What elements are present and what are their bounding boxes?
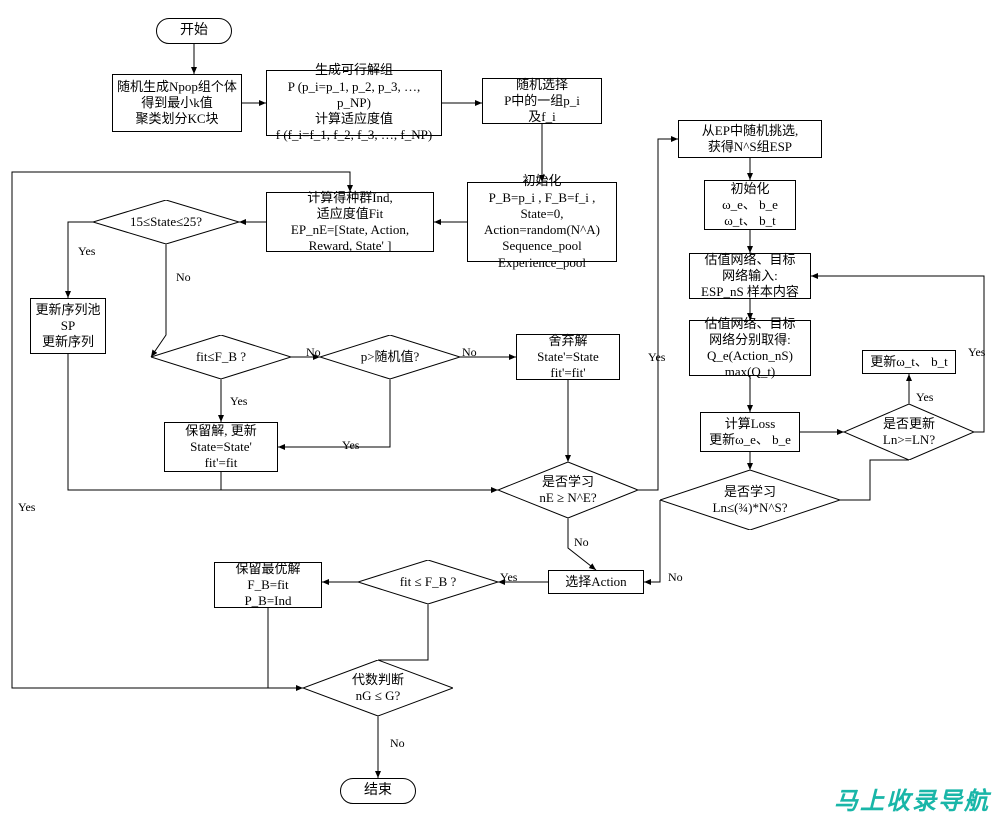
process-r10: 初始化ω_e、 b_eω_t、 b_t: [704, 180, 796, 230]
edge-label-l5: Yes: [230, 394, 247, 409]
decision-d3-text: p>随机值?: [320, 335, 460, 379]
watermark-text: 马上收录导航: [834, 788, 990, 815]
edge-d7-no-r15: [644, 500, 660, 582]
process-r9-text: 从EP中随机挑选,获得N^S组ESP: [702, 123, 798, 156]
decision-d1: 15≤State≤25?: [93, 200, 239, 244]
process-r5-text: 计算得种群Ind,适应度值FitEP_nE=[State, Action,Rew…: [291, 190, 409, 255]
edge-label-l1: Yes: [78, 244, 95, 259]
edge-label-l9: Yes: [500, 570, 517, 585]
process-r8-text: 舍弃解State'=Statefit'=fit': [537, 333, 599, 382]
process-r5: 计算得种群Ind,适应度值FitEP_nE=[State, Action,Rew…: [266, 192, 434, 252]
edge-label-l7: Yes: [648, 350, 665, 365]
decision-d5: fit ≤ F_B ?: [358, 560, 498, 604]
decision-d7: 是否学习Ln≤(¾)*N^S?: [660, 470, 840, 530]
decision-d4-text: 是否学习nE ≥ N^E?: [498, 462, 638, 518]
edge-label-l13: Yes: [18, 500, 35, 515]
decision-d8: 是否更新Ln>=LN?: [844, 404, 974, 460]
edge-d1-yes-r6: [68, 222, 93, 298]
process-r9: 从EP中随机挑选,获得N^S组ESP: [678, 120, 822, 158]
process-r2-text: 生成可行解组P (p_i=p_1, p_2, p_3, …, p_NP)计算适应…: [271, 62, 437, 143]
edge-label-l10: No: [390, 736, 405, 751]
edge-r7-to-d4: [221, 472, 498, 490]
process-r4: 初始化P_B=p_i , F_B=f_i , State=0,Action=ra…: [467, 182, 617, 262]
process-r6-text: 更新序列池SP更新序列: [35, 302, 100, 351]
process-r14-text: 更新ω_t、 b_t: [870, 354, 948, 370]
process-r16-text: 保留最优解F_B=fitP_B=Ind: [235, 561, 300, 610]
decision-d2-text: fit≤F_B ?: [151, 335, 291, 379]
process-r1-text: 随机生成Npop组个体得到最小k值聚类划分KC块: [117, 79, 237, 128]
edge-d3-yes-r7: [278, 379, 390, 447]
process-r10-text: 初始化ω_e、 b_eω_t、 b_t: [722, 181, 778, 230]
edge-r16-to-d6: [268, 608, 303, 688]
process-r3-text: 随机选择P中的一组p_i及f_i: [504, 77, 580, 126]
process-r12-text: 估值网络、目标网络分别取得:Q_e(Action_nS)max(Q_t): [704, 316, 795, 381]
edge-label-l2: No: [176, 270, 191, 285]
process-r14: 更新ω_t、 b_t: [862, 350, 956, 374]
edge-label-l8: No: [574, 535, 589, 550]
process-r6: 更新序列池SP更新序列: [30, 298, 106, 354]
decision-d6-text: 代数判断nG ≤ G?: [303, 660, 453, 716]
decision-d1-text: 15≤State≤25?: [93, 200, 239, 244]
process-r8: 舍弃解State'=Statefit'=fit': [516, 334, 620, 380]
edge-d7-to-d8-merge: [840, 460, 909, 500]
process-r13: 计算Loss更新ω_e、 b_e: [700, 412, 800, 452]
process-r3: 随机选择P中的一组p_i及f_i: [482, 78, 602, 124]
terminator-end-label: 结束: [364, 782, 392, 800]
edge-label-l4: No: [462, 345, 477, 360]
process-r15-text: 选择Action: [565, 574, 626, 590]
terminator-start: 开始: [156, 18, 232, 44]
decision-d6: 代数判断nG ≤ G?: [303, 660, 453, 716]
process-r2: 生成可行解组P (p_i=p_1, p_2, p_3, …, p_NP)计算适应…: [266, 70, 442, 136]
decision-d7-text: 是否学习Ln≤(¾)*N^S?: [660, 470, 840, 530]
process-r15: 选择Action: [548, 570, 644, 594]
terminator-end: 结束: [340, 778, 416, 804]
edge-d4-yes-r9: [638, 139, 678, 490]
edge-label-l14: Yes: [968, 345, 985, 360]
terminator-start-label: 开始: [180, 22, 208, 40]
decision-d4: 是否学习nE ≥ N^E?: [498, 462, 638, 518]
decision-d8-text: 是否更新Ln>=LN?: [844, 404, 974, 460]
process-r7-text: 保留解, 更新State=State'fit'=fit: [185, 423, 257, 472]
decision-d3: p>随机值?: [320, 335, 460, 379]
process-r12: 估值网络、目标网络分别取得:Q_e(Action_nS)max(Q_t): [689, 320, 811, 376]
process-r7: 保留解, 更新State=State'fit'=fit: [164, 422, 278, 472]
edge-label-l11: No: [668, 570, 683, 585]
edge-d5-to-d6-merge: [378, 604, 428, 660]
process-r16: 保留最优解F_B=fitP_B=Ind: [214, 562, 322, 608]
process-r13-text: 计算Loss更新ω_e、 b_e: [709, 416, 791, 449]
edge-label-l12: Yes: [916, 390, 933, 405]
process-r11: 估值网络、目标网络输入:ESP_nS 样本内容: [689, 253, 811, 299]
process-r4-text: 初始化P_B=p_i , F_B=f_i , State=0,Action=ra…: [472, 173, 612, 271]
edge-label-l3: No: [306, 345, 321, 360]
decision-d5-text: fit ≤ F_B ?: [358, 560, 498, 604]
process-r11-text: 估值网络、目标网络输入:ESP_nS 样本内容: [701, 252, 799, 301]
process-r1: 随机生成Npop组个体得到最小k值聚类划分KC块: [112, 74, 242, 132]
watermark: 马上收录导航: [834, 781, 990, 816]
edge-label-l6: Yes: [342, 438, 359, 453]
decision-d2: fit≤F_B ?: [151, 335, 291, 379]
